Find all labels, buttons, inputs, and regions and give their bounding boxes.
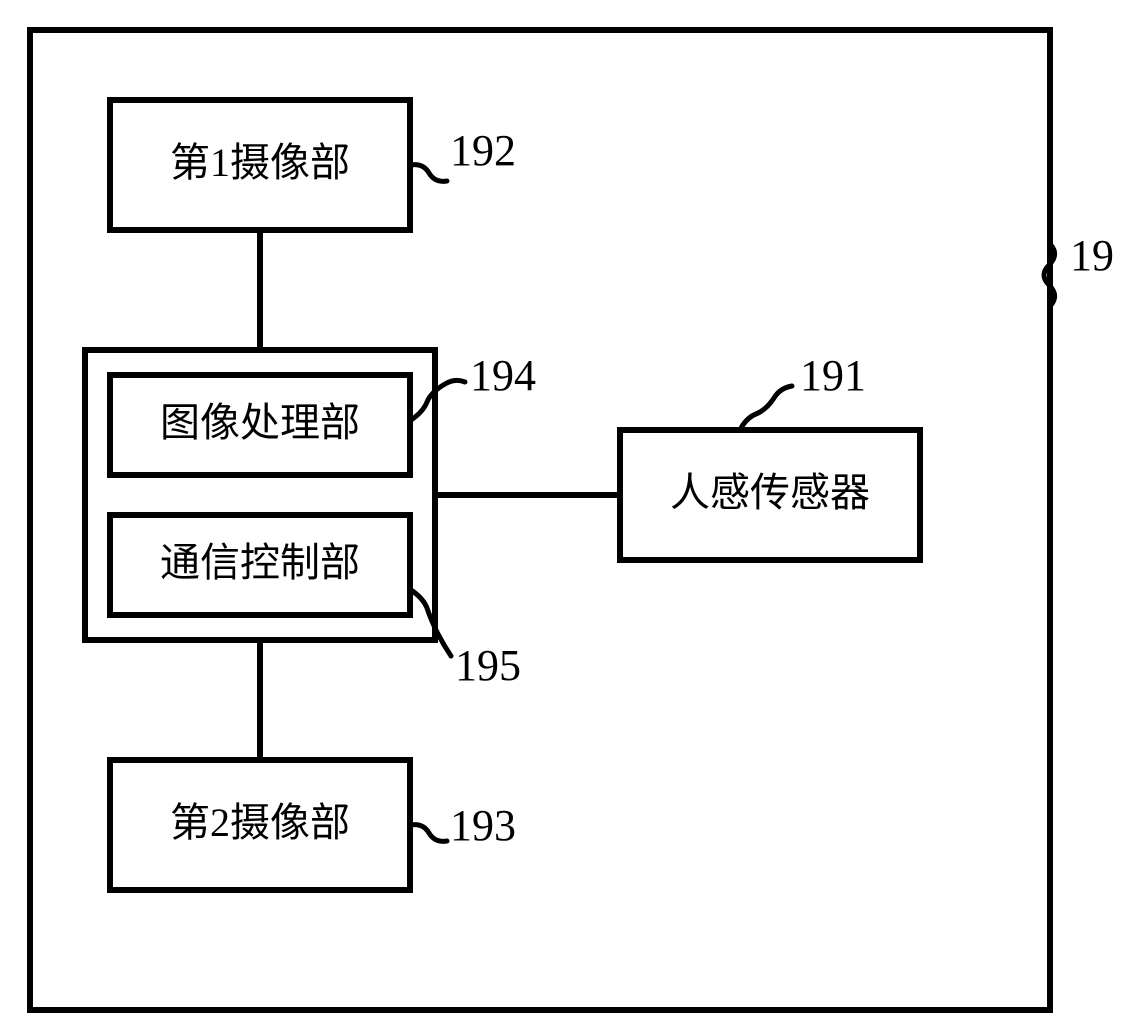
block-label-n191: 人感传感器 <box>670 470 870 515</box>
block-diagram: 第1摄像部图像处理部通信控制部 人感传感器第2摄像部 192 194 195 191 193… <box>0 0 1139 1028</box>
ref-label-outer: 19 <box>1070 231 1114 280</box>
ref-label-n194: 194 <box>470 351 536 400</box>
block-label-n195: 通信控制部 <box>160 540 360 585</box>
block-label-n193: 第2摄像部 <box>170 800 350 845</box>
block-label-n192: 第1摄像部 <box>170 140 350 185</box>
ref-label-n193: 193 <box>450 801 516 850</box>
ref-label-n192: 192 <box>450 126 516 175</box>
block-label-n194: 图像处理部 <box>160 400 360 445</box>
ref-label-n195: 195 <box>455 641 521 690</box>
ref-label-n191: 191 <box>800 351 866 400</box>
